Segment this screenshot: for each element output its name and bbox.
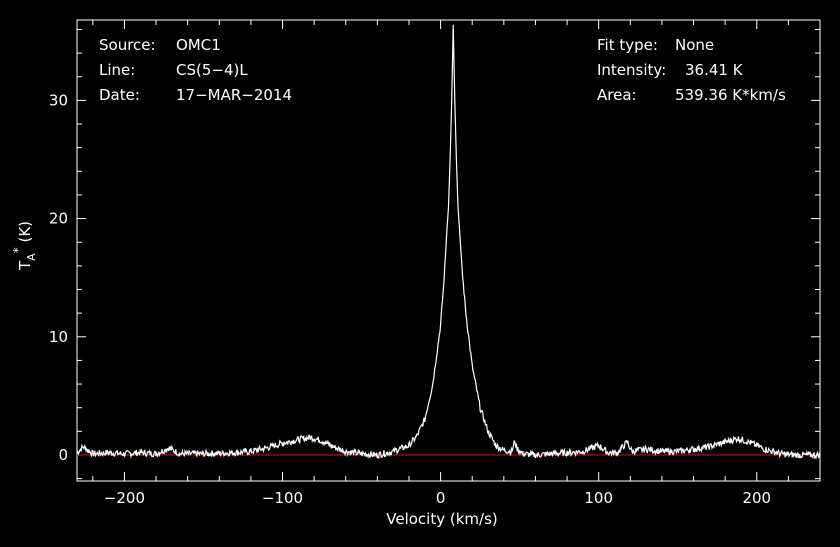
x-tick-label: −100	[262, 489, 303, 507]
fit-type-value: None	[675, 36, 715, 54]
fit-type-label: Fit type:	[597, 36, 658, 54]
y-tick-label: 10	[49, 328, 68, 346]
line-value: CS(5−4)L	[176, 61, 248, 79]
y-tick-label: 0	[58, 446, 68, 464]
y-axis-label-subscript: A	[25, 253, 38, 261]
line-label: Line:	[99, 61, 136, 79]
y-tick-label: 20	[49, 210, 68, 228]
x-tick-label: −200	[104, 489, 145, 507]
x-axis-label: Velocity (km/s)	[386, 510, 498, 528]
tick-labels: −200 −100 0 100 200 0 10 20 30	[49, 91, 771, 507]
area-value: 539.36 K*km/s	[675, 86, 786, 104]
y-tick-label: 30	[49, 91, 68, 109]
y-axis-label-unit: (K)	[16, 220, 34, 243]
x-tick-label: 200	[742, 489, 771, 507]
tick-marks	[77, 20, 821, 481]
intensity-value: 36.41 K	[685, 61, 743, 79]
area-label: Area:	[597, 86, 637, 104]
date-label: Date:	[99, 86, 140, 104]
source-value: OMC1	[176, 36, 221, 54]
y-axis-label: TA* (K)	[11, 220, 38, 270]
intensity-label: Intensity:	[597, 61, 667, 79]
plot-frame	[76, 19, 821, 482]
source-label: Source:	[99, 36, 156, 54]
y-axis-label-superscript: *	[11, 247, 25, 254]
date-value: 17−MAR−2014	[176, 86, 293, 104]
spectrum-line	[76, 24, 821, 460]
x-tick-label: 100	[584, 489, 613, 507]
x-tick-label: 0	[436, 489, 446, 507]
